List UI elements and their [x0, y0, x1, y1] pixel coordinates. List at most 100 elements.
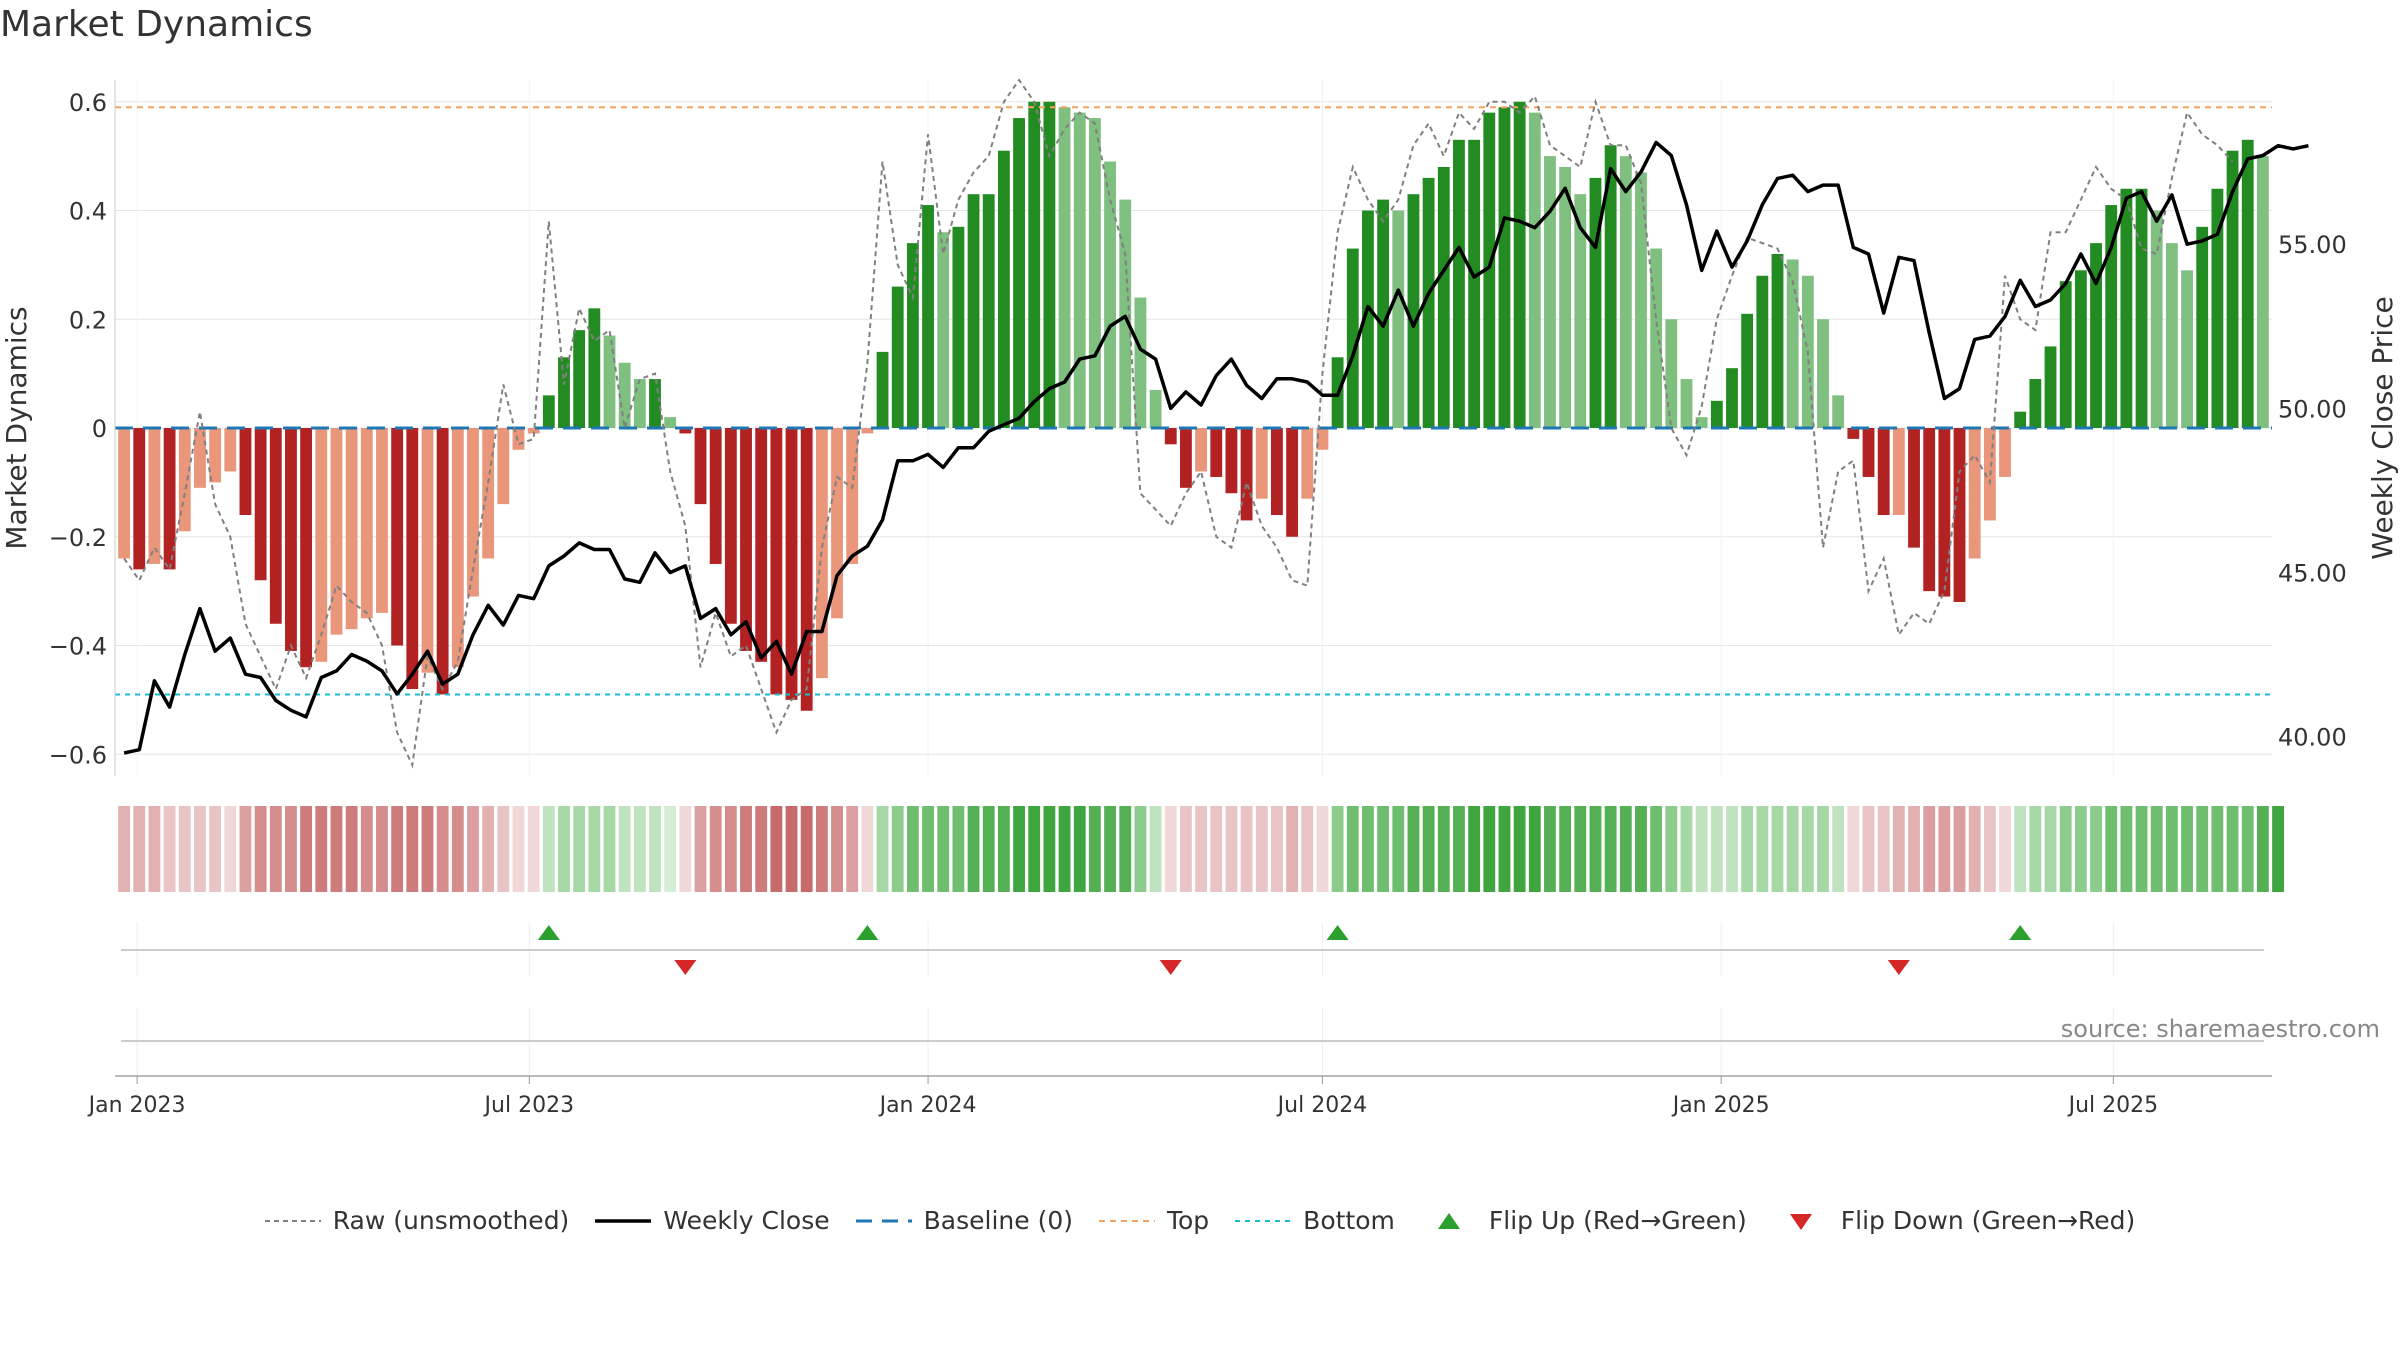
- regime-cell: [1134, 806, 1147, 892]
- dynamics-bar: [1164, 428, 1177, 445]
- regime-cell: [664, 806, 677, 892]
- dynamics-bar: [1058, 107, 1071, 428]
- dynamics-bar: [391, 428, 404, 646]
- regime-cell: [891, 806, 904, 892]
- dynamics-bar: [1316, 428, 1329, 450]
- legend-item: Top: [1098, 1206, 1209, 1235]
- regime-cell: [2044, 806, 2057, 892]
- regime-cell: [1817, 806, 1829, 892]
- dynamics-bar: [148, 428, 161, 564]
- regime-cell: [1240, 806, 1253, 892]
- dynamics-bar: [1999, 428, 2011, 477]
- dynamics-bar: [1665, 319, 1678, 428]
- regime-cell: [2059, 806, 2072, 892]
- regime-cell: [2029, 806, 2042, 892]
- regime-cell: [133, 806, 146, 892]
- dynamics-bar: [2120, 188, 2133, 428]
- regime-cell: [740, 806, 752, 892]
- regime-cell: [1877, 806, 1890, 892]
- dynamics-bar: [1741, 313, 1754, 428]
- flip-down-icon: [1789, 1213, 1812, 1230]
- regime-cell: [1028, 806, 1041, 892]
- regime-cell: [527, 806, 540, 892]
- legend-swatch: [595, 1218, 652, 1223]
- regime-cell: [1710, 806, 1723, 892]
- regime-cell: [1968, 806, 1981, 892]
- regime-cell: [315, 806, 328, 892]
- dynamics-bar: [497, 428, 510, 505]
- regime-cell: [633, 806, 646, 892]
- dynamics-bar: [2211, 188, 2224, 428]
- regime-cell: [285, 806, 297, 892]
- dynamics-bar: [1695, 417, 1708, 428]
- y-tick-label: −0.6: [49, 741, 107, 769]
- dynamics-bar: [997, 150, 1010, 428]
- regime-cell: [376, 806, 388, 892]
- dynamics-bar: [982, 194, 995, 428]
- dynamics-bar: [618, 362, 631, 428]
- regime-cell: [709, 806, 722, 892]
- dynamics-bar: [1498, 107, 1511, 428]
- regime-cell: [1407, 806, 1420, 892]
- legend-label: Raw (unsmoothed): [332, 1206, 570, 1235]
- dynamics-bar: [800, 428, 813, 711]
- x-tick-label: Jan 2025: [1671, 1093, 1770, 1118]
- y2-tick-label: 55.00: [2278, 231, 2347, 259]
- regime-cell: [2272, 806, 2284, 892]
- dynamics-bar: [436, 428, 449, 695]
- dynamics-bar: [1453, 139, 1465, 428]
- dynamics-bar: [1817, 319, 1829, 428]
- regime-cell: [815, 806, 828, 892]
- legend-swatch: [264, 1219, 321, 1222]
- legend-swatch: [1235, 1219, 1292, 1222]
- legend-item: Bottom: [1235, 1206, 1395, 1235]
- regime-cell: [542, 806, 555, 892]
- dynamics-bar: [482, 428, 495, 559]
- y2-axis-label: Weekly Close Price: [2366, 296, 2399, 559]
- regime-cell: [997, 806, 1010, 892]
- dynamics-bar: [1953, 428, 1966, 602]
- dynamics-bar: [1422, 177, 1435, 428]
- dynamics-bar: [1635, 172, 1647, 428]
- regime-cell: [1331, 806, 1344, 892]
- regime-cell: [482, 806, 495, 892]
- regime-cell: [1726, 806, 1738, 892]
- dynamics-bar: [2165, 243, 2178, 428]
- bottom-strip: Jan 2023 Jul 2023 Jan 2024 Jul 2024 Jan 2025…: [87, 1008, 2272, 1118]
- regime-cell: [1119, 806, 1132, 892]
- dynamics-bar: [1210, 428, 1223, 477]
- legend-swatch: [855, 1219, 912, 1222]
- dynamics-bar: [163, 428, 176, 570]
- regime-cell: [2150, 806, 2163, 892]
- dynamics-bar: [967, 194, 980, 428]
- regime-cell: [922, 806, 934, 892]
- y2-tick-label: 45.00: [2278, 559, 2347, 587]
- dynamics-bar: [1088, 118, 1101, 428]
- legend-swatch: [1437, 1212, 1460, 1229]
- regime-cell: [1316, 806, 1329, 892]
- dynamics-bar: [421, 428, 434, 673]
- regime-cell: [1362, 806, 1374, 892]
- regime-cell: [1862, 806, 1875, 892]
- regime-cell: [1422, 806, 1435, 892]
- y-tick-label: 0.2: [69, 306, 107, 334]
- regime-cell: [2256, 806, 2269, 892]
- regime-cell: [1786, 806, 1799, 892]
- dynamics-bar: [2074, 270, 2087, 428]
- dynamics-bar: [2196, 226, 2209, 428]
- regime-cell: [1559, 806, 1572, 892]
- dynamics-bar: [1574, 194, 1587, 428]
- regime-cell: [148, 806, 161, 892]
- dynamics-bar: [1968, 428, 1981, 559]
- regime-cell: [1665, 806, 1678, 892]
- legend: Raw (unsmoothed) Weekly Close Baseline (0)…: [0, 1206, 2400, 1235]
- dynamics-bar: [694, 428, 707, 505]
- regime-cell: [1983, 806, 1996, 892]
- dynamics-bar: [755, 428, 768, 662]
- dynamics-bar: [1240, 428, 1253, 521]
- lines-layer: [115, 78, 2309, 769]
- regime-cell: [1999, 806, 2011, 892]
- dynamics-bar: [1346, 248, 1359, 428]
- regime-cell: [1149, 806, 1162, 892]
- regime-cell: [1680, 806, 1693, 892]
